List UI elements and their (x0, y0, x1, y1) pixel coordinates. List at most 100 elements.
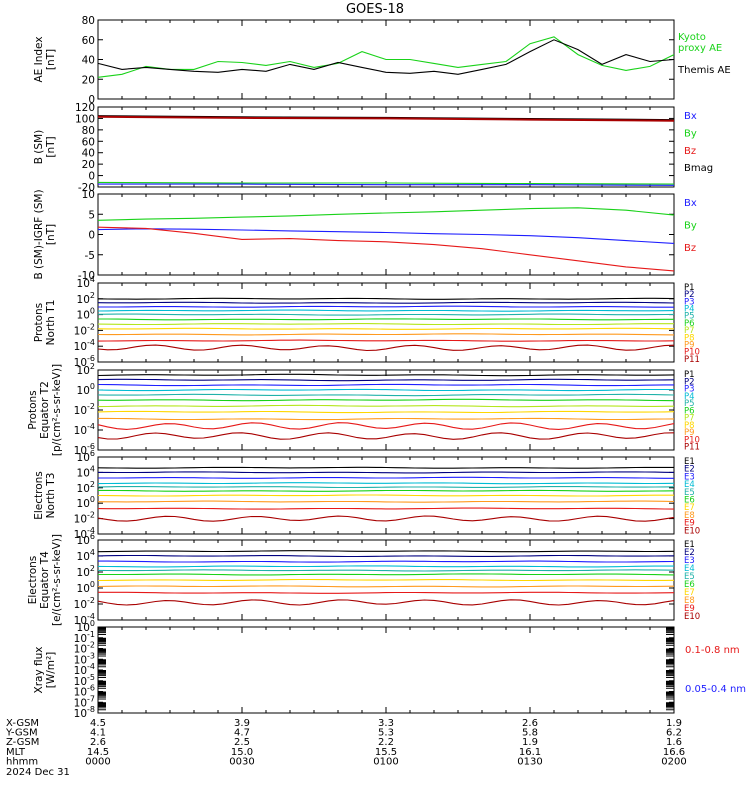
y-tick-label: 10-2 (74, 322, 95, 337)
y-axis-label: Protons (27, 390, 39, 429)
y-tick-label: 102 (77, 564, 95, 579)
series-e5 (97, 486, 675, 489)
legend-p2: P2 (684, 377, 695, 387)
legend-e10: E10 (684, 612, 700, 622)
y-axis-label: B (SM) (33, 130, 45, 164)
series-p4 (97, 388, 675, 392)
y-axis-label: [W/m²] (45, 652, 57, 689)
footer-row-label: X-GSM (6, 718, 39, 729)
series-e4 (97, 565, 674, 568)
y-tick-label: 10-6 (74, 684, 95, 699)
y-axis-label: [p/(cm²-s-sr-keV)] (51, 364, 63, 456)
y-tick-label: 40 (82, 55, 95, 67)
footer-value: 14.5 (87, 747, 109, 758)
series-e7 (97, 494, 674, 497)
series-p3 (98, 305, 674, 308)
footer-row-label: hhmm (6, 756, 38, 767)
y-axis-label: North T1 (45, 300, 57, 346)
legend-p11: P11 (684, 443, 700, 453)
footer-value: 0130 (517, 756, 542, 767)
y-tick-label: 5 (88, 209, 95, 221)
y-tick-label: 104 (77, 275, 95, 290)
series-e6 (98, 573, 675, 576)
y-axis-label: Electrons (33, 471, 45, 520)
y-tick-label: 10-4 (74, 526, 95, 541)
y-axis-label: Protons (33, 303, 45, 342)
panel-bigrf: -10 -5 0 5 10 B (SM)-IGRF (SM) [nT] Bx By Bz (33, 189, 697, 282)
legend-bz: Bz (684, 146, 696, 157)
footer-value: 0030 (229, 756, 254, 767)
legend-bz: Bz (684, 243, 696, 254)
series-e9 (97, 507, 675, 510)
series-e8 (97, 585, 675, 588)
y-tick-label: 104 (77, 548, 95, 563)
legend-p8: P8 (684, 333, 695, 343)
footer-value: 2.5 (234, 737, 250, 748)
footer-value: 1.9 (522, 737, 538, 748)
series-e1 (97, 550, 675, 553)
series-kyoto-proxy-ae (97, 36, 675, 78)
legend-e1: E1 (684, 457, 695, 467)
series-bz (97, 226, 675, 272)
footer-value: 5.3 (378, 728, 394, 739)
legend-e2: E2 (684, 465, 695, 475)
y-tick-label: 10-2 (74, 641, 95, 656)
y-tick-label: 100 (77, 382, 95, 397)
y-axis-label: AE Index (33, 36, 45, 82)
footer-value: 5.8 (522, 728, 538, 739)
panel-frame (97, 193, 675, 276)
series-by (97, 181, 675, 185)
y-axis-label: Xray flux (33, 647, 45, 694)
y-tick-label: 10-2 (74, 511, 95, 526)
legend-e3: E3 (684, 556, 695, 566)
series-by (97, 207, 675, 221)
series-p1 (97, 297, 675, 300)
y-tick-label: 10 (82, 189, 95, 201)
legend-p6: P6 (684, 406, 695, 416)
legend-0-05-0-4-nm: 0.05-0.4 nm (685, 684, 746, 695)
series-p7 (97, 404, 675, 408)
legend-p3: P3 (684, 297, 695, 307)
y-tick-label: 120 (75, 102, 95, 114)
y-axis-label: [nT] (45, 224, 57, 245)
footer-date: 2024 Dec 31 (6, 767, 70, 778)
legend-p1: P1 (684, 283, 695, 293)
legend-p2: P2 (684, 290, 695, 300)
footer-value: 15.0 (231, 747, 253, 758)
footer-value: 1.6 (666, 737, 682, 748)
footer-value: 3.9 (234, 718, 250, 729)
y-tick-label: 10-4 (74, 422, 95, 437)
series-e6 (98, 489, 675, 492)
legend-themis-ae: Themis AE (677, 65, 731, 76)
series-p11 (97, 432, 675, 440)
legend-by: By (684, 221, 697, 232)
legend-p4: P4 (684, 392, 695, 402)
y-tick-label: 102 (77, 362, 95, 377)
series-e5 (97, 569, 675, 572)
legend-p10: P10 (684, 348, 700, 358)
plot-title: GOES-18 (346, 2, 404, 17)
y-tick-label: 10-6 (74, 354, 95, 369)
legend-proxy-ae: proxy AE (678, 43, 722, 54)
footer-value: 0100 (373, 756, 398, 767)
y-tick-label: 0 (88, 230, 95, 242)
footer-row-label: MLT (6, 747, 26, 758)
y-tick-label: 10-2 (74, 596, 95, 611)
series-bz (97, 115, 675, 122)
legend-e3: E3 (684, 472, 695, 482)
footer-value: 4.7 (234, 728, 250, 739)
footer-value: 4.5 (90, 718, 106, 729)
y-tick-label: 100 (77, 307, 95, 322)
legend-e7: E7 (684, 503, 695, 513)
legend-e10: E10 (684, 526, 700, 536)
y-tick-label: -20 (78, 182, 95, 194)
y-tick-label: 10-1 (74, 630, 95, 645)
series-e8 (97, 500, 675, 503)
legend-p9: P9 (684, 428, 695, 438)
series-e7 (97, 578, 675, 582)
y-tick-label: 104 (77, 464, 95, 479)
series-e3 (98, 560, 675, 563)
